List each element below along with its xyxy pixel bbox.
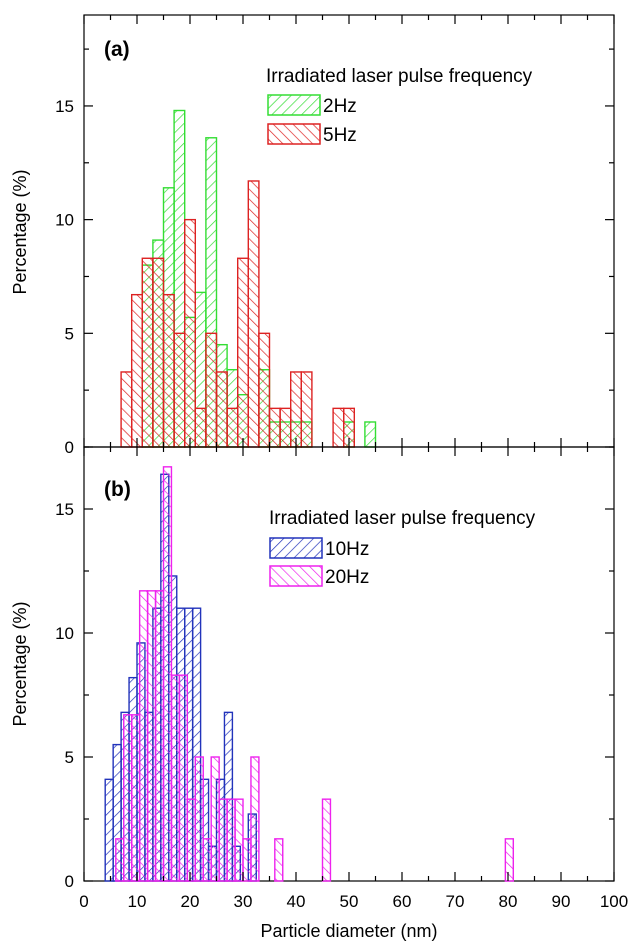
bar-5hz-4 xyxy=(162,293,175,448)
panel-a-axis: 0 5 10 15 xyxy=(55,15,615,457)
bar-20hz-14 xyxy=(226,798,236,882)
bar-5hz-5 xyxy=(173,332,186,448)
legend-item-10hz: 10Hz xyxy=(269,537,369,560)
y-tick-label: 0 xyxy=(65,438,74,457)
bar-5hz-17 xyxy=(300,371,313,448)
bar-20hz-12 xyxy=(210,756,220,882)
bar-20hz-1 xyxy=(123,714,133,882)
x-tick-label: 20 xyxy=(181,892,200,911)
panel-a-legend-title: Irradiated laser pulse frequency xyxy=(266,66,533,87)
y-tick-label: 5 xyxy=(65,324,74,343)
bar-20hz-3 xyxy=(138,590,149,882)
y-tick-label: 10 xyxy=(55,211,74,230)
legend-label-5hz: 5Hz xyxy=(323,125,357,146)
legend-swatch-2hz xyxy=(267,94,321,116)
x-tick-label: 100 xyxy=(600,892,628,911)
panel-a-y-axis-label: Percentage (%) xyxy=(10,169,30,294)
bar-20hz-6 xyxy=(162,466,173,882)
bar-20hz-8 xyxy=(178,674,189,882)
x-tick-label: 70 xyxy=(446,892,465,911)
x-tick-label: 30 xyxy=(234,892,253,911)
y-tick-label: 15 xyxy=(55,97,74,116)
x-tick-label: 10 xyxy=(128,892,147,911)
bar-20hz-20 xyxy=(504,838,515,882)
legend-label-2hz: 2Hz xyxy=(323,96,357,117)
y-tick-label: 10 xyxy=(55,624,74,643)
panel-a-tag: (a) xyxy=(104,38,130,61)
panel-b-bars xyxy=(104,466,515,882)
bar-5hz-2 xyxy=(141,257,154,448)
bar-2hz-16 xyxy=(364,421,377,448)
bar-20hz-4 xyxy=(146,590,157,882)
legend-label-10hz: 10Hz xyxy=(325,539,369,560)
legend-swatch-20hz xyxy=(269,565,323,587)
bar-5hz-11 xyxy=(236,257,249,448)
bar-5hz-12 xyxy=(247,180,260,448)
y-tick-label: 15 xyxy=(55,500,74,519)
x-tick-label: 0 xyxy=(79,892,88,911)
bar-5hz-8 xyxy=(205,332,218,448)
bar-20hz-10 xyxy=(194,756,204,882)
x-tick-label: 60 xyxy=(393,892,412,911)
panel-a: 0 5 10 15 (a) Irradiated laser pulse freque… xyxy=(10,14,615,457)
bar-10hz-0 xyxy=(104,778,114,882)
bar-20hz-5 xyxy=(154,590,165,882)
x-tick-label: 40 xyxy=(287,892,306,911)
panel-b-y-axis-label: Percentage (%) xyxy=(10,601,30,726)
bar-20hz-16 xyxy=(242,838,252,882)
y-tick-label: 5 xyxy=(65,748,74,767)
x-tick-label: 90 xyxy=(552,892,571,911)
bar-5hz-0 xyxy=(120,371,133,448)
legend-item-2hz: 2Hz xyxy=(267,94,357,117)
legend-swatch-10hz xyxy=(269,537,323,559)
bar-20hz-13 xyxy=(218,798,228,882)
x-tick-label: 80 xyxy=(499,892,518,911)
legend-swatch-5hz xyxy=(267,123,321,145)
panel-b-axis: 0 10 20 30 40 50 60 70 80 90 100 0 5 10 15 xyxy=(55,446,628,911)
x-axis-label: Particle diameter (nm) xyxy=(260,921,437,941)
panel-b: 0 10 20 30 40 50 60 70 80 90 100 0 5 10 15 (b) Irradia… xyxy=(10,446,628,941)
panel-b-tag: (b) xyxy=(104,478,131,501)
legend-label-20hz: 20Hz xyxy=(325,567,369,588)
x-tick-label: 50 xyxy=(340,892,359,911)
y-tick-label: 0 xyxy=(65,872,74,891)
panel-b-legend-title: Irradiated laser pulse frequency xyxy=(269,508,536,529)
bar-20hz-9 xyxy=(186,798,197,882)
bar-20hz-19 xyxy=(321,798,332,882)
bar-5hz-10 xyxy=(226,407,239,448)
legend-item-5hz: 5Hz xyxy=(267,123,357,146)
legend-item-20hz: 20Hz xyxy=(269,565,369,588)
bar-5hz-9 xyxy=(215,371,228,448)
bar-5hz-7 xyxy=(194,407,207,448)
bar-5hz-6 xyxy=(183,218,196,448)
bar-20hz-18 xyxy=(274,838,284,882)
bar-20hz-11 xyxy=(202,838,212,882)
panel-a-bars xyxy=(120,109,377,448)
bar-20hz-7 xyxy=(170,674,181,882)
bar-20hz-17 xyxy=(250,756,260,882)
bar-5hz-1 xyxy=(130,293,143,448)
bar-20hz-0 xyxy=(115,838,125,882)
bar-5hz-16 xyxy=(290,371,303,448)
bar-5hz-14 xyxy=(268,407,281,448)
bar-5hz-15 xyxy=(279,407,292,448)
bar-20hz-2 xyxy=(130,714,141,882)
bar-5hz-3 xyxy=(152,257,165,448)
bar-5hz-13 xyxy=(258,332,271,448)
bar-5hz-18 xyxy=(332,407,345,448)
bar-20hz-15 xyxy=(234,798,244,882)
